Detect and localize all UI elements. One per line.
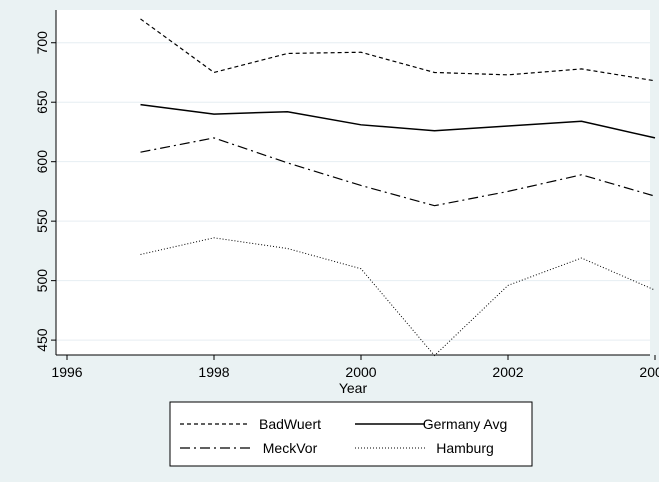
legend-label: MeckVor — [263, 440, 318, 456]
series-group — [140, 18, 656, 357]
y-tick-label: 600 — [34, 150, 50, 174]
series-line-germany-avg — [140, 103, 656, 139]
legend-label: BadWuert — [259, 416, 321, 432]
legend-label: Hamburg — [436, 440, 494, 456]
x-tick-label: 2000 — [345, 364, 376, 380]
legend: BadWuert Germany Avg MeckVor Hamburg — [169, 401, 533, 467]
y-tick-label: 700 — [34, 31, 50, 55]
legend-box — [169, 401, 533, 467]
x-tick-label: 1998 — [198, 364, 229, 380]
x-tick-label: 2002 — [492, 364, 523, 380]
series-line-hamburg — [140, 237, 656, 357]
legend-label: Germany Avg — [423, 416, 508, 432]
y-tick-label: 650 — [34, 90, 50, 114]
y-tick-label: 450 — [34, 328, 50, 352]
x-axis-label: Year — [339, 380, 368, 396]
y-tick-label: 500 — [34, 269, 50, 293]
x-tick-label: 1996 — [51, 364, 82, 380]
series-line-meckvor — [140, 137, 656, 207]
grid-lines — [56, 42, 650, 341]
y-tick-label: 550 — [34, 209, 50, 233]
series-line-badwuert — [140, 18, 656, 82]
